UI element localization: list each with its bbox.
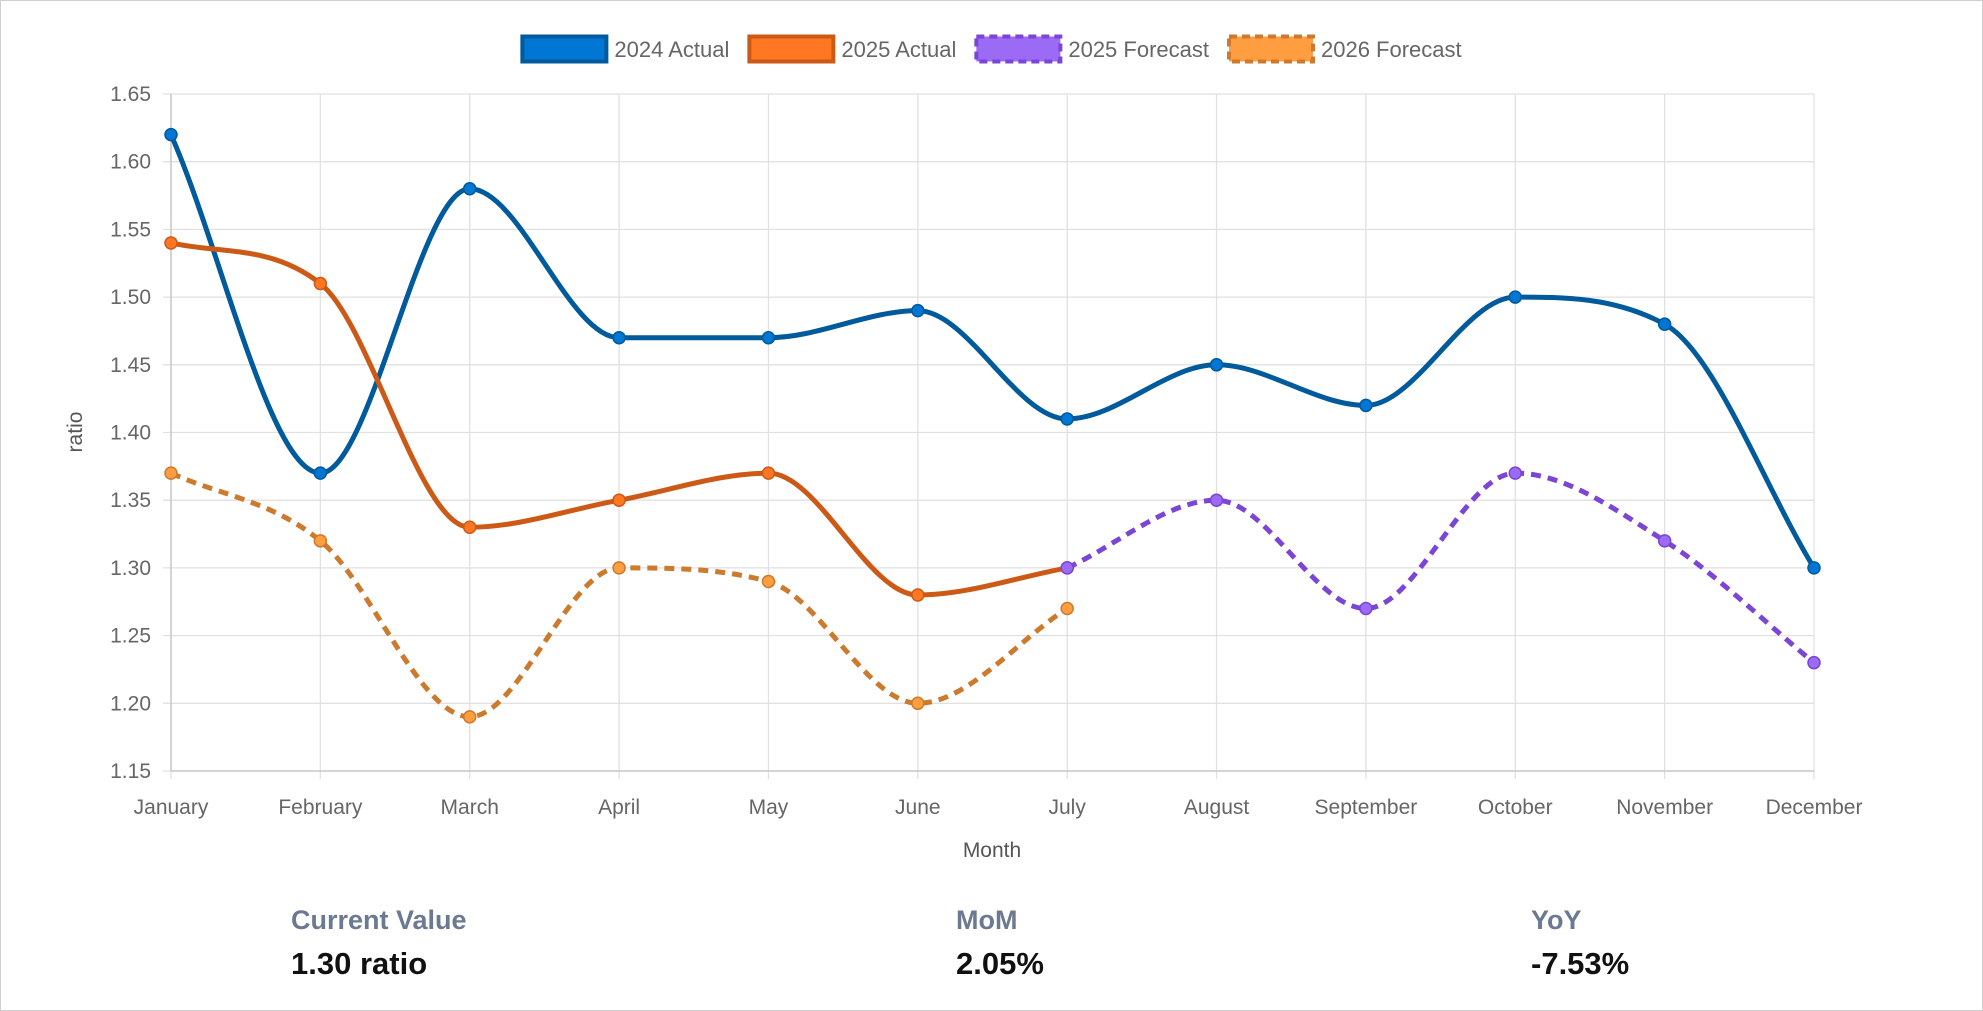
y-tick-label: 1.65 (110, 83, 151, 106)
y-axis-label: ratio (64, 412, 87, 453)
y-tick-label: 1.20 (110, 692, 151, 715)
series-line (169, 470, 1069, 720)
data-point[interactable] (1060, 601, 1074, 616)
data-point[interactable] (1209, 493, 1224, 507)
x-tick-label: December (1766, 796, 1863, 819)
y-tick-label: 1.60 (110, 151, 151, 174)
grid (163, 93, 1815, 779)
data-point[interactable] (1508, 466, 1523, 480)
x-tick-label: March (441, 796, 499, 819)
x-tick-label: April (598, 796, 640, 819)
data-point[interactable] (761, 330, 776, 345)
data-point[interactable] (1209, 358, 1224, 372)
legend-item[interactable]: 2025 Actual (747, 34, 956, 64)
y-tick-label: 1.30 (110, 557, 151, 580)
legend-label: 2025 Actual (841, 37, 956, 62)
x-tick-label: January (134, 796, 209, 819)
legend-swatch (974, 34, 1063, 64)
x-tick-label: February (278, 796, 363, 819)
y-tick-label: 1.50 (110, 286, 151, 309)
stat-value: 1.30 ratio (291, 946, 428, 981)
data-point[interactable] (1657, 317, 1672, 331)
data-point[interactable] (761, 466, 776, 480)
y-tick-label: 1.25 (110, 625, 151, 648)
legend-label: 2024 Actual (614, 37, 729, 62)
data-point[interactable] (1508, 290, 1523, 304)
y-tick-label: 1.40 (110, 422, 151, 445)
data-point[interactable] (313, 466, 328, 480)
legend-item[interactable]: 2025 Forecast (974, 34, 1209, 64)
data-point[interactable] (1807, 561, 1821, 575)
line-chart: 1.15 1.20 1.25 1.30 1.35 1.40 1.45 1.50 1.55 1.60… (64, 34, 1863, 862)
legend: 2024 Actual 2025 Actual 2025 Forecast 2026 … (520, 34, 1462, 64)
legend-item[interactable]: 2026 Forecast (1226, 34, 1462, 64)
series-points (164, 127, 1821, 724)
legend-item[interactable]: 2024 Actual (520, 34, 729, 64)
data-point[interactable] (462, 710, 477, 724)
stat-value: 2.05% (956, 946, 1044, 981)
legend-label: 2025 Forecast (1068, 37, 1209, 62)
data-point[interactable] (313, 276, 328, 291)
stat-label: MoM (956, 905, 1018, 935)
x-tick-label: October (1478, 796, 1553, 819)
y-tick-label: 1.15 (110, 760, 151, 783)
data-point[interactable] (1060, 412, 1074, 426)
data-point[interactable] (612, 493, 626, 507)
legend-label: 2026 Forecast (1321, 37, 1462, 62)
stat-yoy: YoY -7.53% (1531, 905, 1629, 982)
data-point[interactable] (462, 182, 477, 196)
legend-swatch (1226, 34, 1315, 64)
data-point[interactable] (313, 534, 328, 548)
data-point[interactable] (164, 127, 178, 142)
data-point[interactable] (1657, 534, 1672, 548)
y-tick-label: 1.55 (110, 218, 151, 241)
y-tick-label: 1.45 (110, 354, 151, 377)
stat-value: -7.53% (1531, 946, 1630, 981)
legend-swatch (520, 34, 609, 64)
x-axis-label: Month (963, 839, 1021, 862)
stats-row: Current Value 1.30 ratio MoM 2.05% YoY -… (0, 905, 1983, 1005)
y-axis: 1.15 1.20 1.25 1.30 1.35 1.40 1.45 1.50 1.55 1.60… (110, 83, 151, 783)
stat-label: YoY (1531, 905, 1582, 935)
stat-label: Current Value (291, 905, 467, 935)
x-axis: January February March April May June July Augu… (134, 796, 1863, 819)
data-point[interactable] (911, 303, 925, 318)
data-point[interactable] (612, 561, 626, 575)
data-point[interactable] (612, 330, 626, 345)
data-point[interactable] (1359, 398, 1373, 413)
data-point[interactable] (164, 236, 178, 250)
x-tick-label: November (1616, 796, 1713, 819)
x-tick-label: June (895, 796, 941, 819)
data-point[interactable] (164, 466, 178, 480)
series-line (1066, 470, 1816, 665)
data-point[interactable] (1359, 601, 1373, 616)
stat-mom: MoM 2.05% (956, 905, 1044, 982)
data-point[interactable] (761, 574, 776, 589)
data-point[interactable] (911, 696, 925, 711)
data-point[interactable] (1060, 561, 1074, 575)
x-tick-label: September (1315, 796, 1418, 819)
stat-current-value: Current Value 1.30 ratio (291, 905, 467, 982)
x-tick-label: May (749, 796, 789, 819)
data-point[interactable] (911, 588, 925, 602)
x-tick-label: August (1184, 796, 1250, 819)
y-tick-label: 1.35 (110, 489, 151, 512)
x-tick-label: July (1049, 796, 1087, 819)
data-point[interactable] (1807, 655, 1821, 670)
data-point[interactable] (462, 520, 477, 535)
series-lines (168, 133, 1817, 720)
series-line (168, 133, 1817, 570)
legend-swatch (747, 34, 836, 64)
